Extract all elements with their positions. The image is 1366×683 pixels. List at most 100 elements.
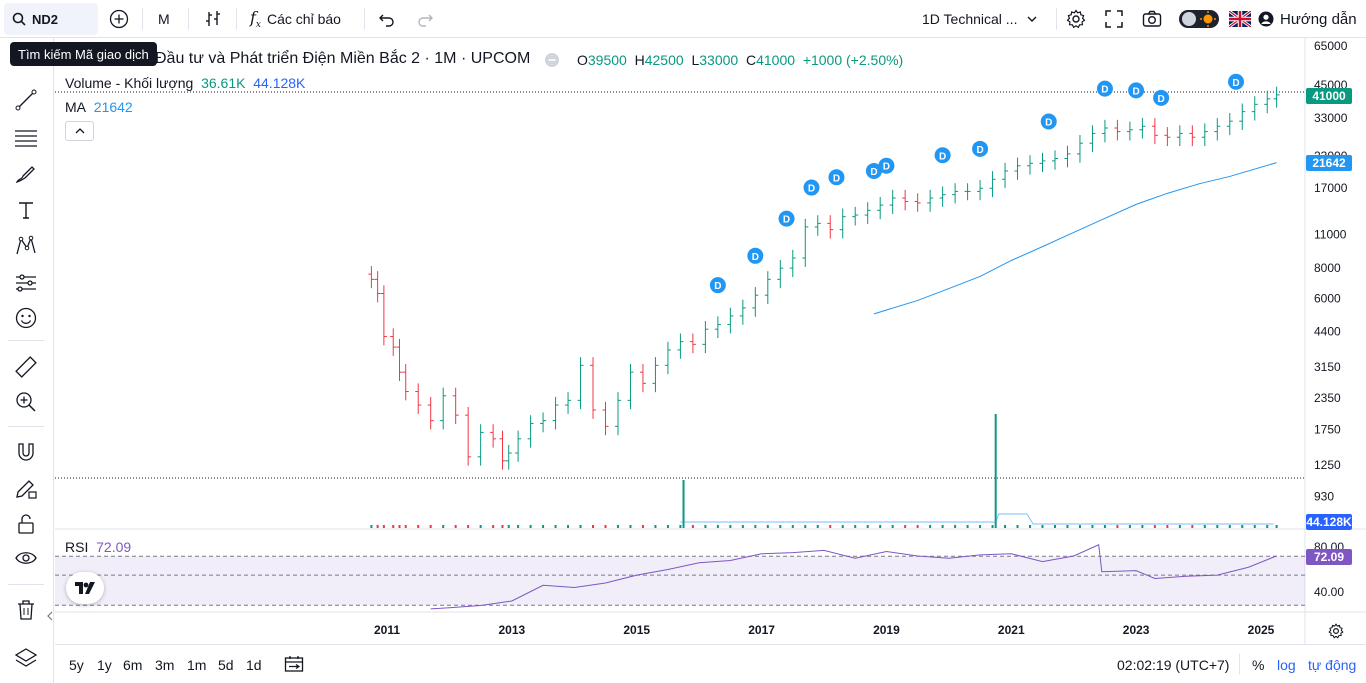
volume-bar [1266,525,1269,528]
trend-line-tool[interactable] [12,86,40,114]
ohlc-bar [889,189,896,214]
range-1m-button[interactable]: 1m [187,657,207,673]
rsi-legend[interactable]: RSI 72.09 [65,539,131,555]
pattern-icon [16,235,36,255]
forecast-icon [16,274,36,292]
volume-bar [1191,525,1194,528]
fullscreen-button[interactable] [1104,0,1124,38]
volume-legend[interactable]: Volume - Khối lượng 36.61K 44.128K [65,75,305,91]
ohlc-bar [702,321,709,354]
chart-type-button[interactable] [202,0,224,38]
price-tick-label: 33000 [1314,111,1348,125]
volume-bar [629,525,632,528]
dividend-marker: D [878,157,895,174]
ohlc-bar [1151,118,1158,145]
help-button[interactable]: Hướng dẫn [1258,0,1357,38]
bottom-toolbar: 5y 1y 6m 3m 1m 5d 1d 02:02:19 (UTC+7) % … [55,644,1366,683]
compare-symbol-button[interactable] [108,0,130,38]
horizontal-lines-icon [15,130,37,147]
volume-bar [1116,525,1119,528]
layout-selector[interactable]: 1D Technical ... [922,0,1037,38]
ohlc-bar [802,218,809,267]
volume-bar [791,525,794,528]
ohlc-bar [465,406,472,466]
interval-button[interactable]: M [158,11,170,27]
ohlc-bar [577,357,584,410]
goto-date-button[interactable] [284,655,304,676]
range-1d-button[interactable]: 1d [246,657,262,673]
volume-bar [454,525,457,528]
volume-bar [891,525,894,528]
ma-legend[interactable]: MA 21642 [65,99,133,115]
volume-bar [979,525,982,528]
volume-bar [729,525,732,528]
emoji-tool[interactable] [12,304,40,332]
volume-bar [392,525,395,528]
fib-tool[interactable] [12,124,40,152]
range-1y-button[interactable]: 1y [97,657,112,673]
dividend-marker-label: D [1232,78,1239,89]
volume-bar [691,525,694,528]
text-tool[interactable] [12,196,40,224]
dividend-marker: D [934,147,951,164]
range-3m-button[interactable]: 3m [155,657,175,673]
tradingview-logo[interactable] [66,572,104,604]
last-price-tag: 41000 [1306,88,1352,104]
indicators-button[interactable]: fx Các chỉ báo [250,0,341,38]
legend-settings-button[interactable] [544,52,560,71]
ohlc-legend: O39500 H42500 L33000 C41000 +1000 (+2.50… [577,52,903,68]
redo-button[interactable] [416,0,434,38]
ohlc-bar [814,215,821,236]
brush-tool[interactable] [12,160,40,188]
range-5y-button[interactable]: 5y [69,657,84,673]
volume-bar [816,525,819,528]
hide-drawings-tool[interactable] [12,544,40,572]
collapse-toolbar-handle[interactable] [46,604,54,628]
remove-drawings-tool[interactable] [12,596,40,624]
language-button[interactable] [1229,0,1251,38]
range-5d-button[interactable]: 5d [218,657,234,673]
volume-bar [666,525,669,528]
settings-button[interactable] [1066,0,1086,38]
undo-button[interactable] [378,0,396,38]
ohlc-bar [777,259,784,289]
measure-tool[interactable] [12,353,40,381]
calendar-range-icon [284,656,304,672]
symbol-title: Đầu tư và Phát triển Điện Miền Bắc 2 · 1… [155,50,531,67]
ohlc-bar [368,265,375,289]
magnet-tool[interactable] [12,438,40,466]
ohlc-bar [877,196,884,220]
forecast-tool[interactable] [12,269,40,297]
ohlc-bar [1164,127,1171,147]
auto-scale-button[interactable]: tự động [1308,657,1357,673]
symbol-search-button[interactable]: ND2 [4,3,98,35]
log-scale-button[interactable]: log [1277,657,1296,673]
dividend-marker-label: D [976,145,983,156]
clock-timezone[interactable]: 02:02:19 (UTC+7) [1117,657,1230,673]
volume-bar [1053,525,1056,528]
screenshot-button[interactable] [1141,0,1163,38]
axis-settings-button[interactable] [1328,623,1344,644]
ohlc-bar [677,333,684,359]
ohlc-bar [390,328,397,356]
price-tick-label: 11000 [1314,227,1347,241]
range-6m-button[interactable]: 6m [123,657,143,673]
time-tick-label: 2017 [748,623,775,637]
volume-ma-line [680,513,1274,525]
lock-drawing-tool[interactable] [12,474,40,502]
sun-toggle-icon [1179,10,1219,28]
object-tree-tool[interactable] [12,644,40,672]
redo-icon [418,14,433,27]
theme-toggle[interactable] [1178,0,1220,38]
collapse-legend-button[interactable] [65,121,94,141]
pattern-tool[interactable] [12,232,40,260]
lock-all-tool[interactable] [12,510,40,538]
percent-scale-button[interactable]: % [1252,657,1265,673]
drawing-toolbar [0,38,54,683]
uk-flag-icon [1229,11,1251,27]
indicators-label: Các chỉ báo [267,11,341,27]
ohlc-bar [1064,145,1071,168]
zoom-tool[interactable] [12,388,40,416]
dividend-marker: D [709,277,726,294]
